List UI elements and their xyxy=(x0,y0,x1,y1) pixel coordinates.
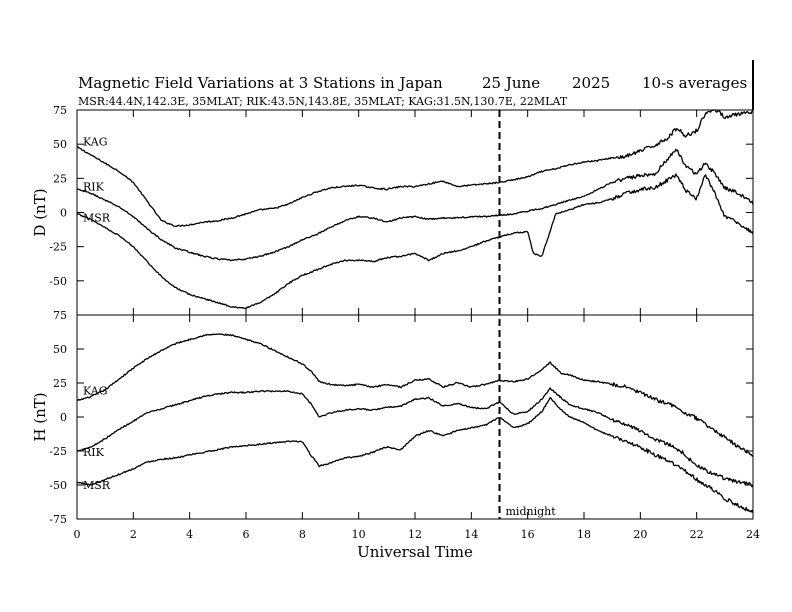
y-tick-label-D: -50 xyxy=(49,275,67,288)
midnight-label: midnight xyxy=(506,505,557,518)
chart-title: Magnetic Field Variations at 3 Stations … xyxy=(78,74,443,92)
y-axis-label-D: D (nT) xyxy=(31,188,49,236)
x-tick-label: 22 xyxy=(690,528,704,541)
x-tick-label: 20 xyxy=(633,528,647,541)
x-tick-label: 4 xyxy=(186,528,193,541)
chart-averaging: 10-s averages xyxy=(642,74,747,92)
panel-frame-D xyxy=(76,109,754,316)
y-tick-label-H: 50 xyxy=(53,343,67,356)
x-tick-label: 2 xyxy=(130,528,137,541)
y-tick-label-D: 50 xyxy=(53,138,67,151)
series-label-D-RIK: RIK xyxy=(83,180,105,193)
y-tick-label-H: 25 xyxy=(53,377,67,390)
y-tick-label-H: -75 xyxy=(49,513,67,526)
series-line-H-KAG xyxy=(76,333,754,458)
x-tick-label: 18 xyxy=(577,528,591,541)
series-label-D-MSR: MSR xyxy=(83,212,111,225)
y-tick-label-H: 75 xyxy=(53,309,67,322)
y-tick-label-D: -25 xyxy=(49,241,67,254)
y-tick-label-H: -25 xyxy=(49,445,67,458)
series-label-H-RIK: RIK xyxy=(83,446,105,459)
panel-frame-H xyxy=(76,314,754,520)
series-label-H-KAG: KAG xyxy=(83,384,108,397)
series-line-D-MSR xyxy=(76,173,754,310)
x-tick-label: 16 xyxy=(521,528,535,541)
series-line-H-RIK xyxy=(76,387,754,488)
x-tick-label: 14 xyxy=(464,528,478,541)
y-tick-label-H: 0 xyxy=(60,411,67,424)
x-tick-label: 12 xyxy=(408,528,422,541)
x-tick-label: 10 xyxy=(352,528,366,541)
series-label-H-MSR: MSR xyxy=(83,479,111,492)
chart-date: 25 June xyxy=(482,74,540,92)
series-label-D-KAG: KAG xyxy=(83,135,108,148)
y-tick-label-H: -50 xyxy=(49,479,67,492)
x-tick-label: 0 xyxy=(74,528,81,541)
chart-subtitle: MSR:44.4N,142.3E, 35MLAT; RIK:43.5N,143.… xyxy=(78,95,568,108)
y-tick-label-D: 75 xyxy=(53,104,67,117)
x-tick-label: 8 xyxy=(299,528,306,541)
x-axis-label: Universal Time xyxy=(357,543,473,561)
chart-year: 2025 xyxy=(572,74,610,92)
series-line-D-RIK xyxy=(77,148,754,262)
series-line-D-KAG xyxy=(76,109,754,228)
y-tick-label-D: 25 xyxy=(53,172,67,185)
x-tick-label: 24 xyxy=(746,528,760,541)
series-line-H-MSR xyxy=(76,396,754,514)
y-tick-label-D: 0 xyxy=(60,207,67,220)
x-tick-label: 6 xyxy=(243,528,250,541)
y-axis-label-H: H (nT) xyxy=(31,392,49,441)
